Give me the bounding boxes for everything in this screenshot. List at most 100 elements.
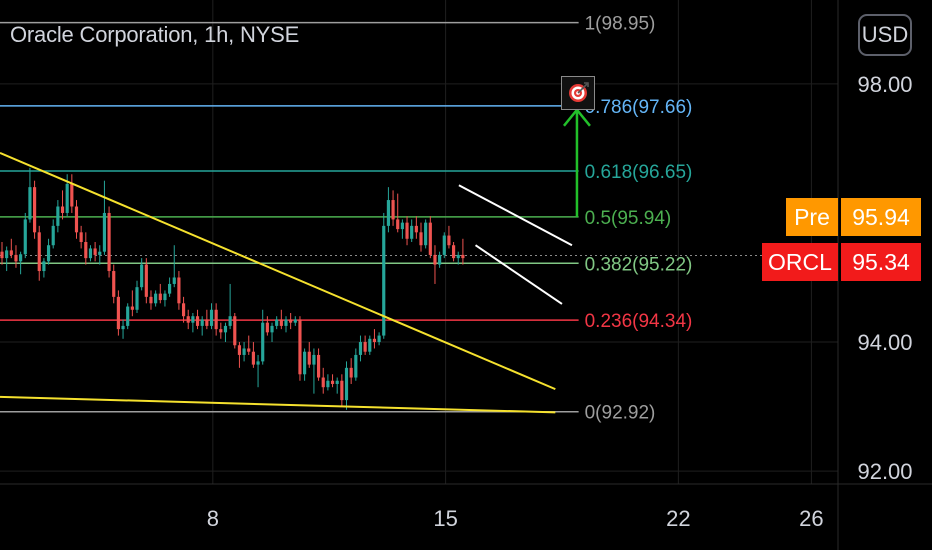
candle-body [447,235,451,246]
candle-body [177,277,181,304]
candle-body [452,245,456,259]
candle-body [251,351,255,365]
candle-body [391,200,395,220]
candle-body [344,367,349,401]
fib-level-label: 0.236(94.34) [585,311,693,332]
candle-body [396,219,400,230]
candle-body [298,319,302,375]
pre-market-price: 95.94 [841,198,921,236]
candle-body [312,354,316,365]
candle-body [335,380,339,384]
candle-body [237,345,242,355]
candle-body [79,232,83,242]
candle-body [51,225,55,246]
candle-body [442,235,446,255]
price-axis-label: 94.00 [857,330,912,355]
candle-body [60,206,65,213]
candle-body [233,316,237,346]
candle-body [205,319,209,326]
candle-body [433,254,437,265]
candle-body [330,380,335,384]
candle-body [284,319,288,326]
candle-body [303,351,307,375]
candle-body [74,206,79,233]
time-axis-label: 15 [433,506,457,531]
candle-body [321,377,325,388]
candle-series [0,167,465,410]
candle-body [228,316,232,326]
candle-body [400,222,404,230]
price-axis-label: 92.00 [857,459,912,484]
candle-body [56,206,60,226]
candle-body [256,361,260,365]
trendline-descending-resistance[interactable] [0,152,556,391]
fib-level-label: 0.618(96.65) [585,162,693,183]
candle-body [144,264,148,297]
candle-body [223,325,228,333]
candle-body [186,316,190,323]
trendline-channel-lower[interactable] [474,244,563,305]
target-icon[interactable] [561,76,595,110]
candle-body [172,277,176,284]
trendline-channel-upper[interactable] [458,184,573,247]
candle-body [33,187,37,233]
candle-body [372,338,377,343]
fib-level-label: 1(98.95) [585,14,656,35]
time-axis-label: 26 [799,506,823,531]
candle-body [107,212,111,272]
candle-body [135,287,139,310]
candle-body [340,380,344,401]
candle-body [265,322,269,333]
currency-button[interactable]: USD [858,14,912,56]
candle-body [307,351,311,365]
candle-body [456,254,460,259]
fib-level-label: 0.5(95.94) [585,208,672,229]
candle-body [219,329,223,333]
candle-body [149,296,153,304]
target-icon-glyph [569,82,589,102]
fibonacci-retracement[interactable]: 1(98.95) 0.786(97.66) 0.618(96.65) 0.5(95.9… [0,14,692,424]
candle-body [130,306,134,310]
price-axis-label: 98.00 [857,72,912,97]
candle-body [354,354,358,378]
candle-body [410,225,414,239]
fib-level-label: 0.786(97.66) [585,97,693,118]
candle-body [70,183,74,207]
candle-body [0,251,4,259]
candle-body [279,319,283,326]
candle-body [23,219,27,255]
candle-body [414,225,418,233]
candle-body [158,293,162,301]
candle-body [386,200,390,226]
candle-body [140,264,144,288]
candle-body [195,316,200,326]
candle-body [112,271,116,297]
ticker-label: ORCL [762,243,838,281]
candle-body [102,212,107,252]
candle-body [275,319,279,326]
candle-body [121,325,125,330]
candle-body [14,254,18,262]
candle-body [168,283,172,294]
candle-body [154,293,158,304]
trendline-support[interactable] [0,395,556,414]
candle-body [270,325,274,333]
candle-body [9,250,13,255]
fib-level-label: 0.382(95.22) [585,254,693,275]
trendlines[interactable] [0,152,573,414]
candle-body [191,316,195,323]
last-price: 95.34 [841,243,921,281]
candle-body [65,183,69,213]
candle-body [261,322,265,362]
candle-body [377,335,381,343]
candle-body [242,348,246,355]
candle-body [382,225,386,336]
candle-body [438,254,442,265]
grid-lines [0,0,838,484]
candle-body [181,303,186,317]
candle-body [428,222,432,255]
candle-body [326,380,330,388]
pre-market-label: Pre [786,198,838,236]
candle-body [5,250,9,259]
